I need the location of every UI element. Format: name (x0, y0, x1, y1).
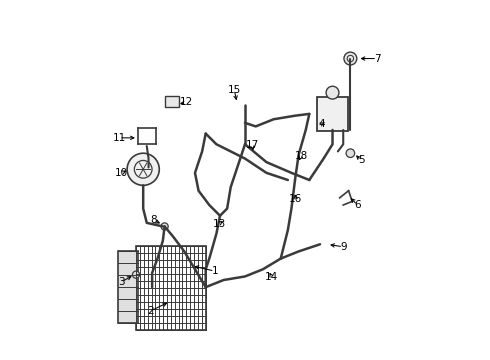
Text: 2: 2 (147, 306, 154, 316)
Text: 5: 5 (358, 156, 365, 165)
Circle shape (344, 52, 357, 65)
Circle shape (127, 153, 159, 185)
Text: 18: 18 (294, 151, 308, 161)
Circle shape (326, 86, 339, 99)
Text: 14: 14 (265, 272, 278, 282)
Text: 8: 8 (150, 215, 157, 225)
Text: 12: 12 (179, 98, 193, 108)
Bar (136, 246, 206, 330)
Text: 3: 3 (119, 277, 125, 287)
Text: 7: 7 (374, 54, 380, 64)
Text: 11: 11 (113, 133, 126, 143)
Circle shape (346, 149, 355, 157)
Text: 6: 6 (354, 200, 361, 210)
Text: 10: 10 (115, 168, 128, 178)
Text: 15: 15 (228, 85, 241, 95)
Bar (318, 97, 348, 131)
Bar (165, 96, 179, 107)
Text: 17: 17 (245, 140, 259, 150)
Text: 1: 1 (211, 266, 218, 276)
Text: 4: 4 (318, 119, 325, 129)
Circle shape (132, 271, 140, 278)
Text: 16: 16 (289, 194, 302, 203)
Circle shape (161, 223, 168, 230)
Text: 13: 13 (213, 219, 226, 229)
Bar (118, 251, 138, 323)
Text: 9: 9 (340, 242, 346, 252)
